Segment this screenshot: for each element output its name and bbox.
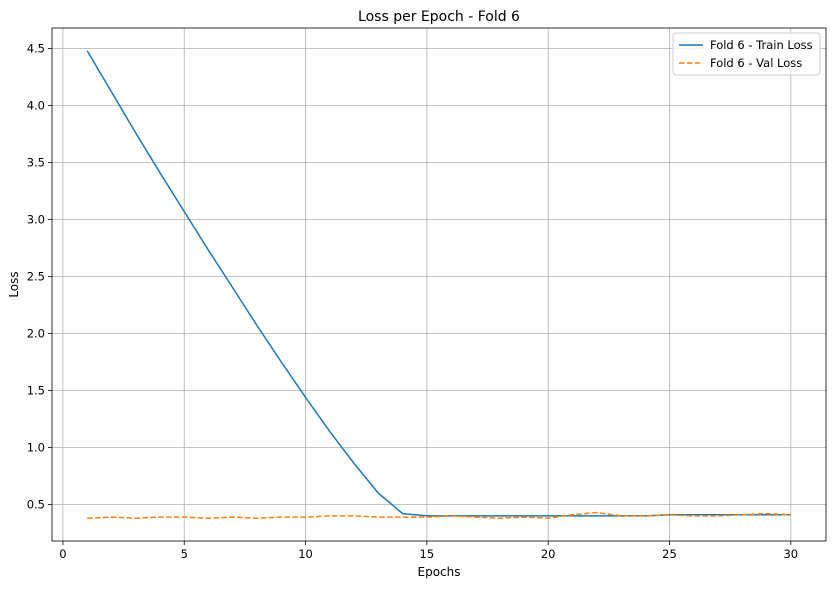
x-tick-label: 5: [181, 547, 188, 561]
y-tick-label: 0.5: [27, 498, 45, 512]
y-tick-label: 2.0: [27, 327, 45, 341]
legend-label-train-loss: Fold 6 - Train Loss: [710, 38, 813, 52]
y-tick-label: 2.5: [27, 270, 45, 284]
legend-box: [672, 32, 821, 76]
plot-frame: [51, 27, 827, 542]
x-tick-label: 10: [298, 547, 313, 561]
y-tick-label: 4.0: [27, 99, 45, 113]
y-tick-label: 3.0: [27, 213, 45, 227]
y-tick-label: 3.5: [27, 156, 45, 170]
series-lines: [86, 50, 791, 519]
x-tick-label: 20: [541, 547, 556, 561]
x-axis-label: Epochs: [418, 565, 461, 579]
grid: [52, 28, 826, 541]
x-tick-label: 25: [662, 547, 677, 561]
legend: Fold 6 - Train Loss Fold 6 - Val Loss: [672, 32, 821, 76]
y-axis-ticks: 0.5 1.0 1.5 2.0 2.5 3.0 3.5 4.0 4.5: [27, 42, 52, 512]
x-axis-ticks: 0 5 10 15 20 25 30: [59, 541, 798, 561]
legend-label-val-loss: Fold 6 - Val Loss: [710, 56, 802, 70]
y-tick-label: 4.5: [27, 42, 45, 56]
x-tick-label: 30: [783, 547, 798, 561]
y-tick-label: 1.0: [27, 441, 45, 455]
x-tick-label: 15: [420, 547, 435, 561]
y-tick-label: 1.5: [27, 384, 45, 398]
chart-title: Loss per Epoch - Fold 6: [358, 9, 520, 25]
series-line-val-loss: [87, 511, 791, 519]
y-axis-label: Loss: [7, 271, 21, 297]
x-tick-label: 0: [59, 547, 66, 561]
